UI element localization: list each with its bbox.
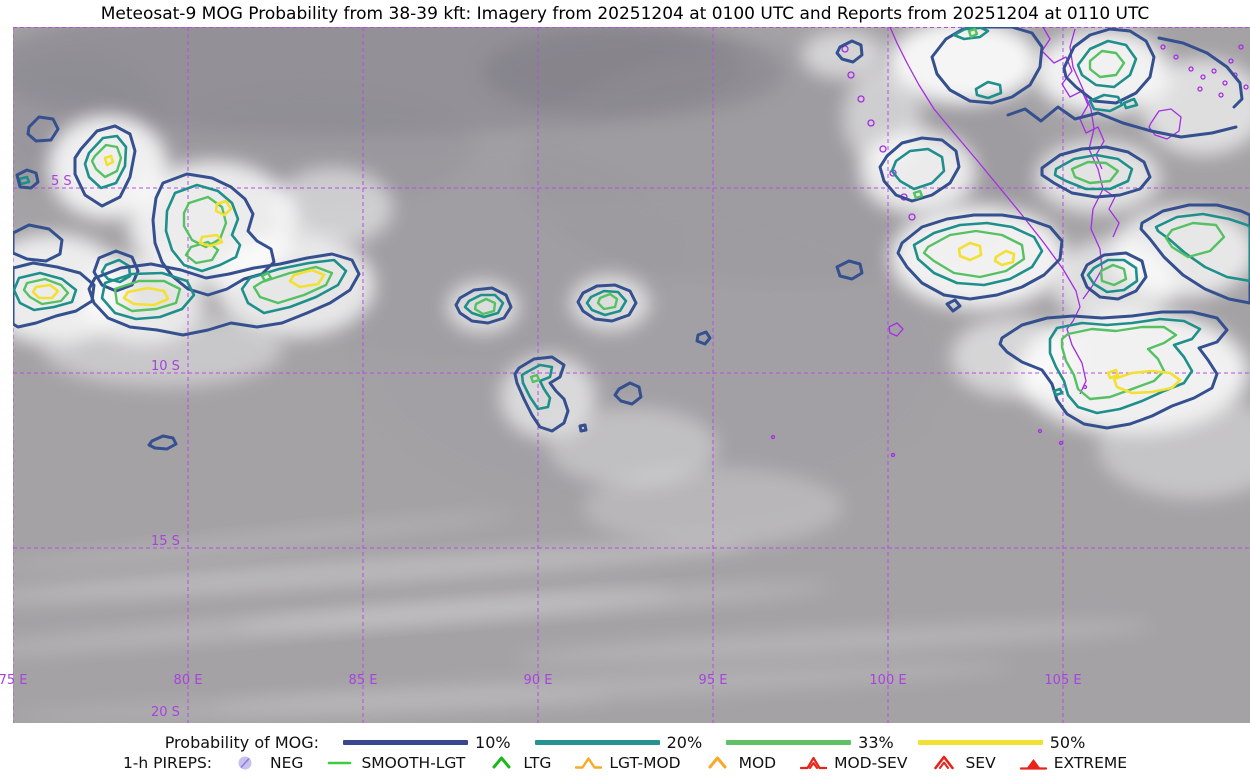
pireps-legend: 1-h PIREPS: NEG SMOOTH-LGT LTG LGT-MOD MOD MO… [0,754,1250,772]
mog-probability-legend: Probability of MOG: 10% 20% 33% 50% [0,733,1250,752]
pirep-item-label: NEG [270,754,304,772]
prob-line-swatch [343,740,469,745]
pirep-caret-icon [492,756,511,769]
svg-text:105 E: 105 E [1044,673,1081,688]
prob-legend-item-20%: 20% [534,733,703,752]
svg-text:10 S: 10 S [151,359,180,374]
legend: Probability of MOG: 10% 20% 33% 50% 1-h PIR… [0,723,1250,782]
grid-labels: 75 E 80 E 85 E 90 E 95 E 100 E 105 E 5 S 10 S 15 … [0,174,1082,720]
svg-text:80 E: 80 E [174,673,203,688]
pirep-item-label: EXTREME [1053,754,1128,772]
pirep-item-label: LGT-MOD [609,754,681,772]
prob-item-label: 33% [858,733,894,752]
svg-text:95 E: 95 E [699,673,728,688]
pirep-tri-filled-icon [1019,759,1047,770]
pirep-line-icon [328,761,352,765]
prob-line-swatch [534,740,660,745]
page-title: Meteosat-9 MOG Probability from 38-39 kf… [100,3,1150,24]
prob-line-swatch [917,740,1043,745]
svg-text:75 E: 75 E [0,673,27,688]
pirep-neg-icon [238,756,252,770]
prob-legend-item-33%: 33% [726,733,894,752]
probability-contours [13,27,1250,451]
svg-text:5 S: 5 S [51,174,72,189]
pirep-hat-icon [575,757,603,769]
prob-line-swatch [726,740,852,745]
svg-text:85 E: 85 E [349,673,378,688]
pirep-item-label: SMOOTH-LGT [361,754,466,772]
svg-text:20 S: 20 S [151,705,180,720]
satellite-map: 75 E 80 E 85 E 90 E 95 E 100 E 105 E 5 S 10 S 15 … [0,27,1250,723]
svg-text:90 E: 90 E [524,673,553,688]
pirep-item-label: SEV [965,754,996,772]
prob-item-label: 20% [666,733,703,752]
pirep-item-label: LTG [523,754,552,772]
svg-text:100 E: 100 E [869,673,906,688]
pireps-legend-label: 1-h PIREPS: [122,754,213,772]
pirep-hat-caret-icon [800,756,828,770]
pirep-legend-item-neg: NEG [236,754,303,772]
prob-legend-item-10%: 10% [343,733,511,752]
map-svg: 75 E 80 E 85 E 90 E 95 E 100 E 105 E 5 S 10 S 15 … [0,27,1250,723]
pirep-legend-item-mod-sev: MOD-SEV [800,754,907,772]
pirep-legend-item-ltg: LTG [489,754,551,772]
prob-legend-label: Probability of MOG: [164,733,320,752]
pirep-caret-icon [708,756,727,769]
pirep-item-label: MOD-SEV [834,754,908,772]
svg-text:15 S: 15 S [151,534,180,549]
prob-item-label: 10% [475,733,511,752]
pirep-double-caret-icon [934,755,955,770]
pirep-legend-item-extreme: EXTREME [1019,754,1128,772]
pirep-legend-item-mod: MOD [705,754,777,772]
prob-item-label: 50% [1049,733,1086,752]
pirep-item-label: MOD [738,754,777,772]
pirep-legend-item-lgt-mod: LGT-MOD [575,754,681,772]
prob-items: 10% 20% 33% 50% [343,733,1085,752]
pirep-legend-item-smooth-lgt: SMOOTH-LGT [327,754,465,772]
pirep-legend-item-sev: SEV [931,754,996,772]
pirep-items: NEG SMOOTH-LGT LTG LGT-MOD MOD MOD-SEV SEV EXTR… [236,754,1127,772]
prob-legend-item-50%: 50% [917,733,1086,752]
